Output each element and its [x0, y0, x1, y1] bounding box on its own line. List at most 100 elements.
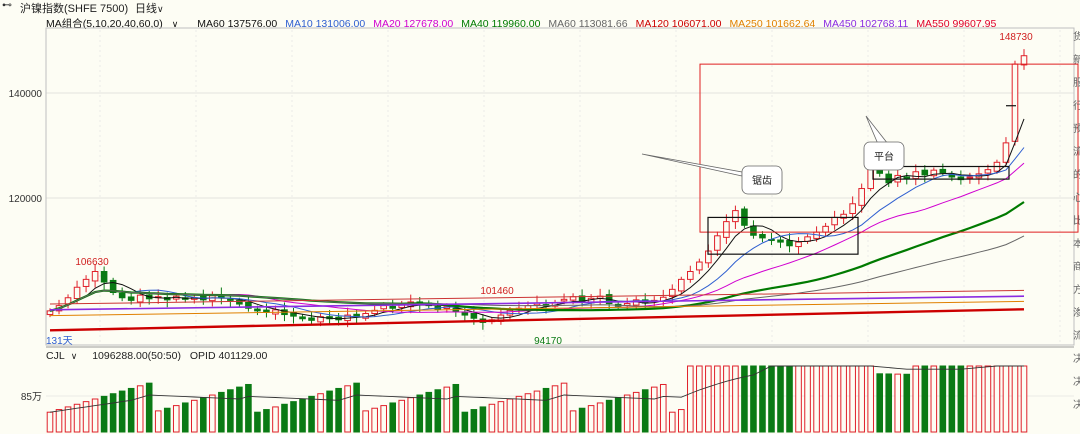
ma-item-1: MA10 131006.00 — [285, 18, 366, 30]
link-icon[interactable]: ⊷ — [2, 0, 12, 11]
volume-indicator-label: CJL — [46, 350, 65, 362]
volume-bar — [154, 410, 162, 433]
volume-bar — [371, 407, 378, 433]
period-selector[interactable]: 日线∨ — [135, 0, 164, 16]
volume-bar — [127, 387, 135, 433]
chevron-down-icon: ∨ — [70, 351, 78, 361]
volume-bar — [263, 409, 270, 433]
period-label: 日线 — [135, 3, 157, 15]
volume-bar — [461, 411, 469, 433]
volume-bar — [398, 399, 406, 433]
volume-bar — [993, 365, 1001, 433]
saw-pattern-box — [707, 216, 859, 255]
side-glyph: 商 — [1073, 260, 1080, 273]
chevron-down-icon: ∨ — [171, 19, 179, 29]
volume-bar — [452, 383, 460, 433]
volume-bar — [317, 393, 324, 433]
long-ma-line — [49, 308, 1025, 332]
volume-bar — [578, 407, 586, 433]
volume-bar — [560, 382, 568, 433]
volume-bar — [163, 407, 171, 433]
volume-bar — [434, 389, 442, 433]
volume-bar — [840, 365, 847, 433]
volume-legend: CJL ∨ 1096288.00(50:50) OPID 401129.00 — [46, 350, 273, 362]
side-glyph: 决 — [1073, 376, 1080, 388]
volume-bar — [930, 365, 938, 433]
platform-box — [872, 165, 1010, 180]
candle-body — [371, 309, 378, 315]
volume-bar — [957, 365, 965, 433]
volume-bar — [903, 373, 911, 433]
candle-body — [127, 296, 135, 301]
volume-bar — [218, 391, 225, 433]
side-glyph: 决 — [1073, 399, 1080, 411]
side-glyph: 服 — [1073, 77, 1080, 89]
candle-body — [723, 221, 730, 238]
candle-body — [227, 298, 234, 301]
candle-body — [732, 210, 739, 223]
candle-body — [100, 271, 108, 283]
volume-bar — [479, 406, 487, 433]
volume-bar — [623, 394, 631, 433]
ma-group-label: MA组合(5,10,20,40,60,0) — [46, 18, 163, 30]
volume-bar — [596, 402, 604, 433]
side-glyph: 流 — [1073, 145, 1080, 158]
candle-body — [380, 305, 387, 310]
volume-bar — [714, 365, 721, 433]
title-bar: ⊷ 沪镍指数(SHFE 7500) 日线∨ — [0, 0, 1080, 16]
volume-bar — [587, 405, 595, 433]
ma-legend: MA组合(5,10,20,40,60,0) ∨ MA60 137576.00 MA1… — [46, 16, 1012, 30]
volume-bar — [966, 365, 974, 433]
ma-group-selector[interactable]: MA组合(5,10,20,40,60,0) ∨ — [46, 18, 186, 30]
volume-bar — [524, 393, 532, 433]
side-glyph: 货 — [1073, 30, 1080, 43]
volume-bar — [885, 373, 893, 433]
callout-platform-label: 平台 — [874, 150, 894, 163]
volume-bar — [488, 403, 496, 433]
candle-body — [858, 188, 865, 206]
volume-bar — [912, 365, 920, 433]
ma-item-7: MA450 102768.11 — [823, 18, 909, 30]
callout-saw-label: 锯齿 — [752, 175, 772, 187]
side-glyph: 预 — [1073, 123, 1080, 135]
candle-body — [912, 171, 920, 180]
volume-bar — [551, 385, 559, 433]
instrument-label[interactable]: 沪镍指数(SHFE 7500) — [20, 3, 129, 15]
volume-bar — [227, 389, 234, 433]
volume-bar — [632, 391, 640, 433]
candle-body — [921, 169, 929, 176]
volume-bar — [1020, 365, 1028, 433]
volume-indicator-selector[interactable]: CJL ∨ — [46, 350, 83, 362]
volume-bar — [984, 365, 992, 433]
side-glyph: 行 — [1073, 99, 1080, 112]
side-glyph: 心 — [1073, 192, 1080, 204]
candle-body — [299, 316, 306, 320]
volume-bar — [46, 411, 54, 433]
volume-bar — [416, 394, 424, 433]
volume-bar — [326, 390, 333, 433]
ma-item-5: MA120 106071.00 — [635, 18, 722, 30]
volume-bar — [831, 365, 838, 433]
ma-item-8: MA550 99607.95 — [916, 18, 997, 30]
days-count-label: 131天 — [46, 336, 73, 347]
volume-bar — [614, 397, 622, 433]
candle-body — [1020, 55, 1028, 66]
candle-body — [678, 278, 685, 292]
volume-bar — [687, 365, 694, 433]
callout-pointer — [865, 115, 889, 145]
volume-bar — [705, 365, 712, 433]
low-price-label: 94170 — [534, 336, 562, 347]
volume-bar — [750, 365, 757, 433]
volume-bar — [443, 386, 451, 433]
candle-body — [786, 240, 793, 247]
volume-bar — [209, 394, 216, 433]
volume-bar — [741, 365, 748, 433]
candle-body — [308, 317, 315, 321]
callout-saw — [741, 165, 783, 195]
candle-body — [317, 316, 324, 323]
volume-bar — [813, 365, 820, 433]
ma-item-6: MA250 101662.64 — [729, 18, 816, 30]
volume-bar — [768, 365, 775, 433]
candle-body — [930, 169, 938, 177]
